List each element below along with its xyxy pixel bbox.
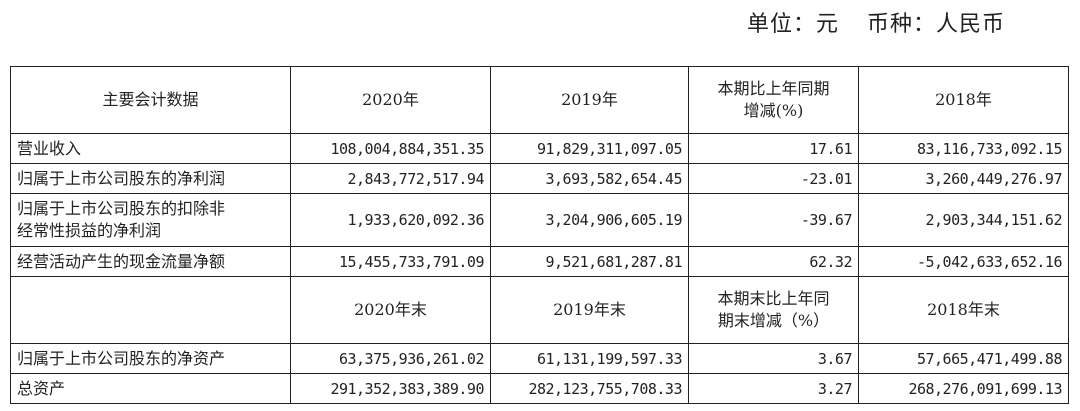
value-cell: 3.67 [688,343,859,374]
row-label-cell: 归属于上市公司股东的净利润 [10,163,291,194]
financial-data-table: 主要会计数据 2020年 2019年 本期比上年同期 增减(%) 2018年 营业收入 10… [10,66,1069,404]
currency-label: 币种：人民币 [866,12,1005,37]
header-cell: 本期比上年同期 增减(%) [688,66,859,134]
unit-label: 单位：元 [746,12,839,37]
value-cell: -39.67 [688,193,859,247]
header-cell: 2018年 [858,66,1069,134]
header-cell [10,276,291,344]
header-cell: 2019年 [490,66,689,134]
value-cell: 83,116,733,092.15 [858,133,1069,164]
value-cell: 2,903,344,151.62 [858,193,1069,247]
table-header-row: 主要会计数据 2020年 2019年 本期比上年同期 增减(%) 2018年 [10,66,1069,134]
value-cell: 9,521,681,287.81 [490,246,689,277]
value-cell: -23.01 [688,163,859,194]
row-label-cell: 总资产 [10,373,291,404]
value-cell: 2,843,772,517.94 [290,163,491,194]
header-cell: 2019年末 [490,276,689,344]
value-cell: 3,204,906,605.19 [490,193,689,247]
table-row: 归属于上市公司股东的净利润 2,843,772,517.94 3,693,582,6… [10,163,1069,194]
header-cell: 本期末比上年同 期末增减（%） [688,276,859,344]
table-header-row: 2020年末 2019年末 本期末比上年同 期末增减（%） 2018年末 [10,276,1069,344]
header-cell: 2018年末 [858,276,1069,344]
value-cell: 63,375,936,261.02 [290,343,491,374]
value-cell: 57,665,471,499.88 [858,343,1069,374]
row-label-cell: 归属于上市公司股东的净资产 [10,343,291,374]
value-cell: 17.61 [688,133,859,164]
value-cell: 62.32 [688,246,859,277]
value-cell: 1,933,620,092.36 [290,193,491,247]
value-cell: 282,123,755,708.33 [490,373,689,404]
table-row: 总资产 291,352,383,389.90 282,123,755,708.33 3… [10,373,1069,404]
value-cell: 3,260,449,276.97 [858,163,1069,194]
row-label-cell: 营业收入 [10,133,291,164]
row-label-cell: 归属于上市公司股东的扣除非 经常性损益的净利润 [10,193,291,247]
value-cell: 108,004,884,351.35 [290,133,491,164]
table-row: 归属于上市公司股东的净资产 63,375,936,261.02 61,131,199… [10,343,1069,374]
unit-currency-line: 单位：元 币种：人民币 [747,6,1005,38]
table-row: 经营活动产生的现金流量净额 15,455,733,791.09 9,521,681,… [10,246,1069,277]
header-cell: 2020年 [290,66,491,134]
value-cell: 61,131,199,597.33 [490,343,689,374]
header-cell: 2020年末 [290,276,491,344]
header-cell: 主要会计数据 [10,66,291,134]
row-label-cell: 经营活动产生的现金流量净额 [10,246,291,277]
value-cell: 268,276,091,699.13 [858,373,1069,404]
value-cell: 291,352,383,389.90 [290,373,491,404]
table-row: 营业收入 108,004,884,351.35 91,829,311,097.05 1… [10,133,1069,164]
value-cell: 3.27 [688,373,859,404]
value-cell: -5,042,633,652.16 [858,246,1069,277]
value-cell: 3,693,582,654.45 [490,163,689,194]
table-row: 归属于上市公司股东的扣除非 经常性损益的净利润 1,933,620,092.36 3… [10,193,1069,247]
value-cell: 15,455,733,791.09 [290,246,491,277]
value-cell: 91,829,311,097.05 [490,133,689,164]
